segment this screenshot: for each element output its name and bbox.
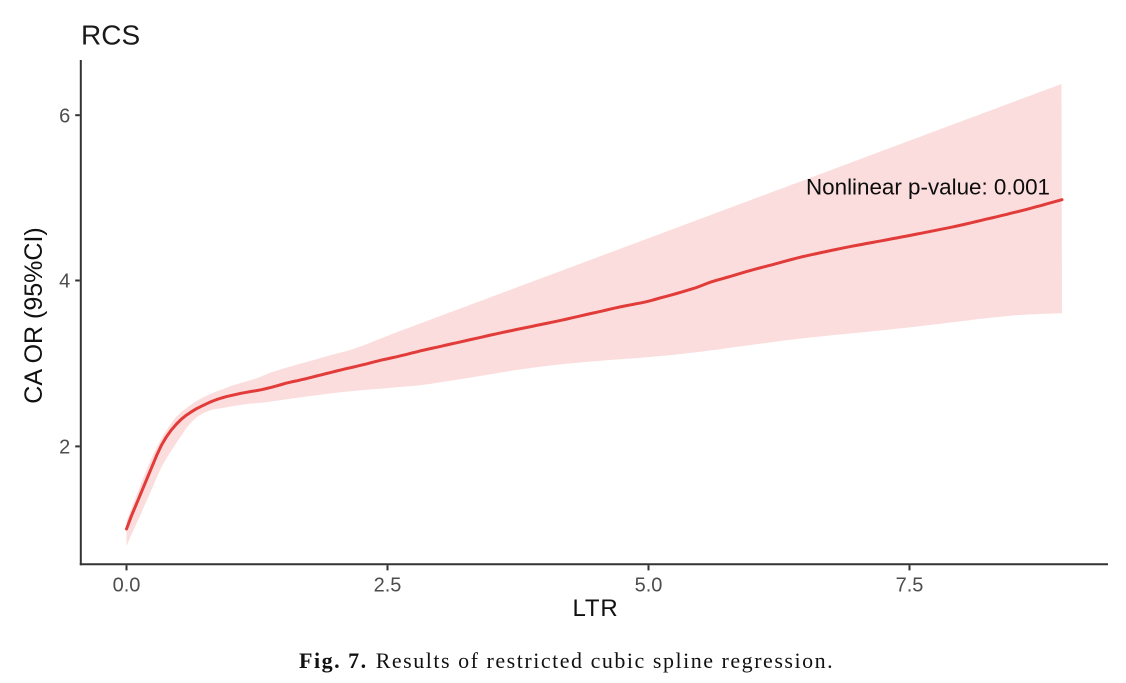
svg-text:CA OR (95%CI): CA OR (95%CI) — [20, 227, 48, 403]
svg-text:LTR: LTR — [573, 595, 619, 622]
svg-text:2.5: 2.5 — [374, 574, 402, 596]
svg-text:RCS: RCS — [81, 20, 140, 51]
svg-text:Fig. 7.Results of restricted c: Fig. 7. Results of restricted cubic splin… — [299, 648, 834, 673]
svg-text:Nonlinear p-value: 0.001: Nonlinear p-value: 0.001 — [806, 174, 1050, 199]
svg-text:6: 6 — [59, 105, 70, 127]
svg-text:5.0: 5.0 — [635, 574, 663, 596]
svg-text:7.5: 7.5 — [896, 574, 924, 596]
svg-text:0.0: 0.0 — [113, 574, 141, 596]
svg-text:2: 2 — [59, 437, 70, 459]
svg-text:4: 4 — [59, 271, 70, 293]
